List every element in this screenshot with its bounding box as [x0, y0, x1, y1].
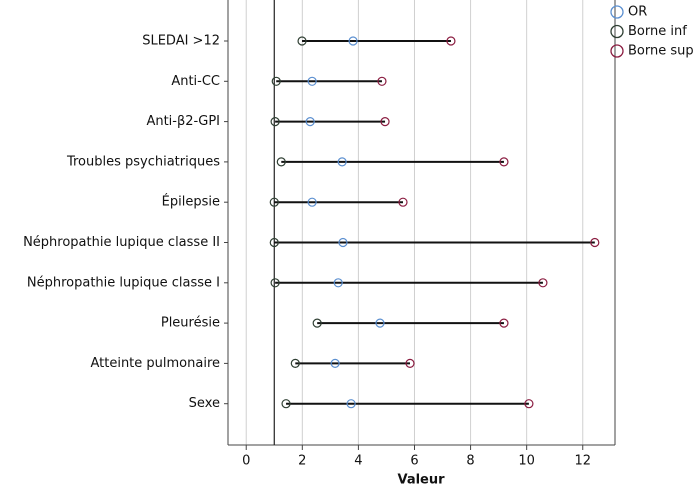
y-tick-label: Anti-CC	[171, 74, 220, 89]
y-tick-label: Pleurésie	[161, 316, 220, 331]
x-axis-title: Valeur	[397, 473, 445, 488]
point	[337, 157, 347, 167]
point	[346, 399, 356, 409]
y-tick-label: SLEDAI >12	[142, 34, 220, 49]
point	[538, 278, 548, 288]
point	[446, 36, 456, 46]
point	[270, 278, 280, 288]
x-tick-label: 12	[574, 454, 591, 469]
point	[307, 76, 317, 86]
x-tick-label: 4	[354, 454, 362, 469]
point	[375, 318, 385, 328]
point	[305, 116, 315, 127]
legend-marker	[610, 5, 624, 19]
y-tick-label: Néphropathie lupique classe II	[23, 235, 220, 250]
legend-label: Borne sup	[628, 44, 694, 59]
point	[330, 358, 340, 368]
point	[307, 197, 317, 207]
point	[270, 116, 280, 127]
point	[398, 197, 408, 207]
x-tick-label: 0	[242, 454, 250, 469]
legend-label: OR	[628, 5, 647, 20]
point	[269, 237, 279, 248]
x-tick-label: 2	[298, 454, 306, 469]
point	[590, 237, 600, 248]
point	[281, 399, 291, 409]
point	[312, 318, 322, 328]
x-tick-label: 6	[410, 454, 418, 469]
point	[297, 36, 307, 46]
point	[338, 237, 348, 248]
point	[276, 157, 286, 167]
point	[380, 116, 390, 127]
y-tick-label: Néphropathie lupique classe I	[27, 275, 220, 290]
point	[269, 197, 279, 207]
point	[499, 318, 509, 328]
point	[499, 157, 509, 167]
point	[348, 36, 358, 46]
point	[377, 76, 387, 86]
legend-marker	[610, 24, 624, 39]
y-tick-label: Sexe	[189, 396, 220, 411]
y-tick-label: Troubles psychiatriques	[66, 154, 220, 169]
point	[333, 278, 343, 288]
x-tick-label: 8	[466, 454, 474, 469]
legend-marker	[610, 44, 624, 58]
x-tick-label: 10	[518, 454, 535, 469]
legend-label: Borne inf	[628, 24, 687, 39]
point	[290, 358, 300, 368]
point	[405, 358, 415, 368]
point	[271, 76, 281, 86]
y-tick-label: Épilepsie	[162, 194, 220, 210]
point	[524, 399, 534, 409]
y-tick-label: Anti-β2-GPI	[146, 114, 220, 129]
y-tick-label: Atteinte pulmonaire	[90, 356, 220, 371]
